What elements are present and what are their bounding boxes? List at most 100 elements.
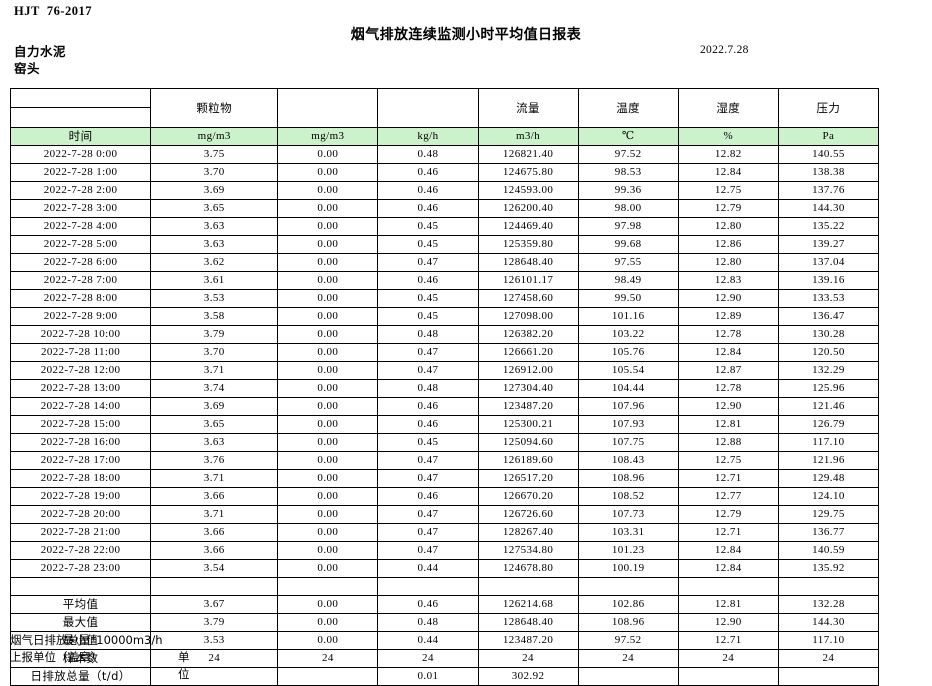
- standard-code: HJT 76-2017: [14, 4, 92, 18]
- cell-flow: 126726.60: [477, 505, 579, 524]
- cell-flow: 124469.40: [477, 217, 579, 236]
- cell-hum: 12.84: [677, 541, 779, 560]
- cell-c3: 0.45: [377, 235, 479, 254]
- cell-hum: 12.90: [677, 289, 779, 308]
- cell-c3: 0.47: [377, 343, 479, 362]
- cell-c1: 3.75: [150, 145, 279, 164]
- table-summary-row: 样本数 24 24 24 24 24 24 24: [9, 649, 880, 668]
- summary-label: 日排放总量（t/d）: [9, 667, 152, 686]
- cell-flow: 126517.20: [477, 469, 579, 488]
- cell-c3: 0.46: [377, 487, 479, 506]
- cell-flow: 123487.20: [477, 397, 579, 416]
- cell-c1: 3.66: [150, 523, 279, 542]
- cell-time: 2022-7-28 14:00: [9, 397, 152, 416]
- table-row: 2022-7-28 22:00 3.66 0.00 0.47 127534.80 101.…: [9, 541, 880, 560]
- cell-time: 2022-7-28 10:00: [9, 325, 152, 344]
- cell-c2: 0.00: [277, 433, 379, 452]
- footer-notes: 烟气日排放总量*10000m3/h 上报单位（盖章） 单位: [10, 632, 190, 681]
- cell-hum: 12.84: [677, 163, 779, 182]
- cell-pres: 135.92: [777, 559, 880, 578]
- cell-hum: 12.75: [677, 181, 779, 200]
- cell-flow: 126821.40: [477, 145, 579, 164]
- cell-time: 2022-7-28 16:00: [9, 433, 152, 452]
- cell-flow: 126670.20: [477, 487, 579, 506]
- cell-c1: 3.69: [150, 397, 279, 416]
- cell-hum: 12.90: [677, 397, 779, 416]
- cell-pres: 130.28: [777, 325, 880, 344]
- cell-c1: 3.69: [150, 181, 279, 200]
- cell-c3: 0.45: [377, 289, 479, 308]
- summary-cell-c2: 24: [277, 649, 379, 668]
- table-row: 2022-7-28 21:00 3.66 0.00 0.47 128267.40 103.…: [9, 523, 880, 542]
- cell-hum: 12.81: [677, 415, 779, 434]
- cell-c2: 0.00: [277, 469, 379, 488]
- table-row: 2022-7-28 23:00 3.54 0.00 0.44 124678.80 100.…: [9, 559, 880, 578]
- cell-c1: 3.70: [150, 343, 279, 362]
- cell-flow: 127534.80: [477, 541, 579, 560]
- cell-blank: [777, 577, 880, 596]
- cell-c2: 0.00: [277, 379, 379, 398]
- cell-pres: 121.96: [777, 451, 880, 470]
- cell-pres: 140.59: [777, 541, 880, 560]
- cell-c3: 0.46: [377, 397, 479, 416]
- cell-c3: 0.46: [377, 163, 479, 182]
- cell-c2: 0.00: [277, 325, 379, 344]
- summary-cell-c3: 24: [377, 649, 479, 668]
- cell-time: 2022-7-28 8:00: [9, 289, 152, 308]
- cell-pres: 136.77: [777, 523, 880, 542]
- column-header-unit: m3/h: [477, 127, 579, 146]
- table-row: 2022-7-28 18:00 3.71 0.00 0.47 126517.20 108.…: [9, 469, 880, 488]
- summary-cell-pres: 144.30: [777, 613, 880, 632]
- cell-c3: 0.46: [377, 415, 479, 434]
- cell-c2: 0.00: [277, 541, 379, 560]
- cell-temp: 103.22: [577, 325, 679, 344]
- summary-cell-flow: 128648.40: [477, 613, 579, 632]
- summary-cell-pres: 24: [777, 649, 880, 668]
- cell-c1: 3.58: [150, 307, 279, 326]
- cell-c1: 3.71: [150, 361, 279, 380]
- table-row: 2022-7-28 12:00 3.71 0.00 0.47 126912.00 105.…: [9, 361, 880, 380]
- cell-c3: 0.45: [377, 433, 479, 452]
- cell-pres: 126.79: [777, 415, 880, 434]
- cell-pres: 136.47: [777, 307, 880, 326]
- cell-time: 2022-7-28 1:00: [9, 163, 152, 182]
- summary-label: 平均值: [9, 595, 152, 614]
- summary-cell-flow: 24: [477, 649, 579, 668]
- cell-blank: [477, 577, 579, 596]
- cell-time: 2022-7-28 11:00: [9, 343, 152, 362]
- header-split-top: [11, 90, 150, 108]
- cell-flow: 127458.60: [477, 289, 579, 308]
- cell-pres: 144.30: [777, 199, 880, 218]
- summary-cell-pres: 117.10: [777, 631, 880, 650]
- cell-pres: 132.29: [777, 361, 880, 380]
- cell-hum: 12.86: [677, 235, 779, 254]
- cell-pres: 137.04: [777, 253, 880, 272]
- summary-cell-hum: 12.81: [677, 595, 779, 614]
- cell-hum: 12.87: [677, 361, 779, 380]
- report-page: HJT 76-2017 烟气排放连续监测小时平均值日报表 2022.7.28 自…: [9, 4, 880, 686]
- cell-temp: 101.16: [577, 307, 679, 326]
- cell-hum: 12.80: [677, 217, 779, 236]
- cell-pres: 124.10: [777, 487, 880, 506]
- summary-cell-c1: 3.67: [150, 595, 279, 614]
- page-title: 烟气排放连续监测小时平均值日报表: [350, 27, 582, 43]
- header-split-bottom: [12, 108, 150, 127]
- cell-c1: 3.63: [150, 235, 279, 254]
- cell-hum: 12.71: [677, 469, 779, 488]
- table-row: 2022-7-28 4:00 3.63 0.00 0.45 124469.40 97.98…: [9, 217, 880, 236]
- summary-cell-c2: 0.00: [277, 631, 379, 650]
- measure-point: 窑头: [14, 61, 41, 76]
- cell-c1: 3.71: [150, 505, 279, 524]
- summary-label: 最大值: [9, 613, 152, 632]
- cell-temp: 99.68: [577, 235, 679, 254]
- cell-temp: 98.49: [577, 271, 679, 290]
- cell-c1: 3.76: [150, 451, 279, 470]
- cell-temp: 98.00: [577, 199, 679, 218]
- cell-c3: 0.47: [377, 541, 479, 560]
- cell-c1: 3.70: [150, 163, 279, 182]
- cell-time: 2022-7-28 2:00: [9, 181, 152, 200]
- cell-temp: 105.76: [577, 343, 679, 362]
- cell-c1: 3.61: [150, 271, 279, 290]
- cell-hum: 12.88: [677, 433, 779, 452]
- summary-cell-temp: [577, 667, 679, 686]
